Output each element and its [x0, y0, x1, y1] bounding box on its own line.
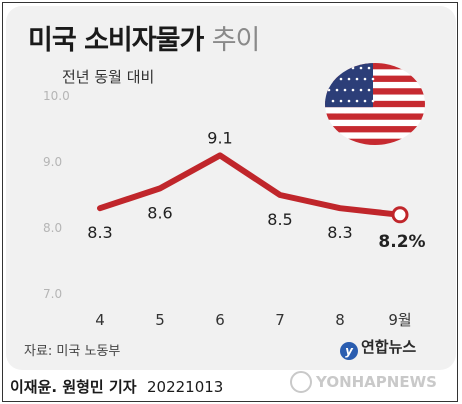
x-tick-label: 7	[275, 311, 285, 329]
series-line	[97, 152, 403, 218]
y-tick-label: 9.0	[43, 155, 62, 169]
source-note: 자료: 미국 노동부	[24, 344, 121, 359]
chart-subtitle: 전년 동월 대비	[62, 68, 155, 86]
x-tick-label: 9월	[388, 311, 411, 329]
watermark-logo-icon	[290, 371, 312, 393]
data-label: 8.3	[87, 223, 112, 242]
data-label: 8.5	[267, 210, 292, 229]
chart-title: 미국 소비자물가 추이	[28, 18, 261, 57]
us-flag-icon	[325, 63, 425, 145]
y-axis-ticks: 10.0 9.0 8.0 7.0	[43, 89, 70, 301]
byline: 이재윤. 원형민 기자 20221013	[10, 376, 223, 397]
x-tick-label: 6	[215, 311, 225, 329]
data-label: 8.2%	[378, 232, 425, 252]
x-tick-label: 4	[95, 311, 105, 329]
y-tick-label: 7.0	[43, 287, 62, 301]
data-label: 8.3	[327, 223, 352, 242]
byline-names: 이재윤. 원형민 기자	[10, 378, 137, 396]
x-tick-label: 5	[155, 311, 165, 329]
watermark-text: YONHAPNEWS	[316, 373, 437, 391]
last-point-marker	[391, 206, 409, 224]
title-light: 추이	[211, 25, 261, 56]
series-line-group	[97, 152, 409, 224]
x-axis-ticks: 4 5 6 7 8 9월	[95, 311, 411, 329]
data-label: 9.1	[207, 128, 232, 147]
graphic-frame	[2, 2, 458, 402]
agency-logo: y 연합뉴스	[340, 336, 416, 360]
data-label: 8.6	[147, 203, 172, 222]
data-labels: 8.3 8.6 9.1 8.5 8.3 8.2%	[87, 128, 425, 251]
byline-date: 20221013	[147, 378, 224, 396]
y-tick-label: 8.0	[43, 221, 62, 235]
title-bold: 미국 소비자물가	[28, 25, 204, 56]
agency-logo-icon: y	[340, 342, 358, 360]
x-tick-label: 8	[335, 311, 345, 329]
y-tick-label: 10.0	[43, 89, 70, 103]
agency-name: 연합뉴스	[361, 338, 417, 356]
watermark: YONHAPNEWS	[290, 371, 437, 393]
